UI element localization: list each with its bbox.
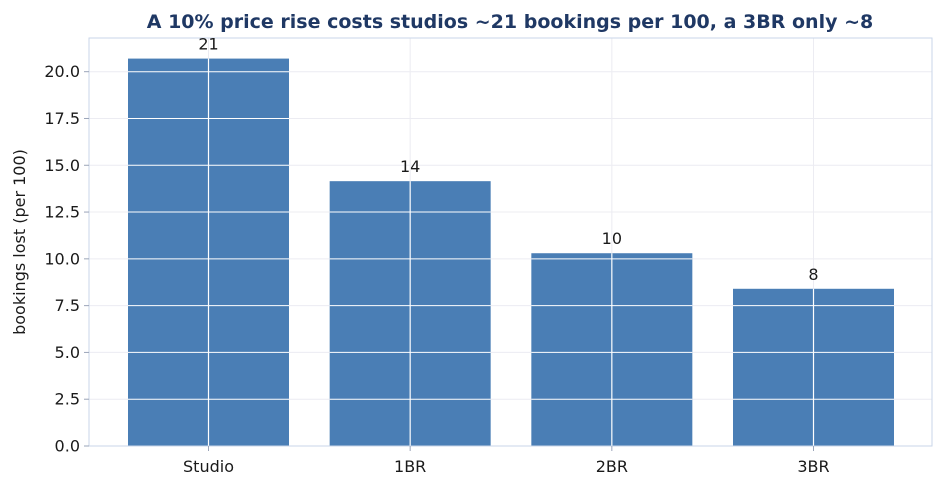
y-tick-label: 7.5 <box>55 296 80 315</box>
data-label: 21 <box>198 35 218 54</box>
bars <box>128 58 894 446</box>
y-tick-label: 20.0 <box>44 62 80 81</box>
y-tick-label: 2.5 <box>55 390 80 409</box>
x-tick-label: 3BR <box>797 457 829 476</box>
y-axis-label: bookings lost (per 100) <box>10 149 29 335</box>
data-label: 14 <box>400 157 420 176</box>
y-tick-label: 5.0 <box>55 343 80 362</box>
data-label: 8 <box>808 265 818 284</box>
x-axis-ticks: Studio 1BR 2BR 3BR <box>183 446 830 476</box>
y-tick-label: 15.0 <box>44 156 80 175</box>
chart-title: A 10% price rise costs studios ~21 booki… <box>147 11 873 33</box>
x-tick-label: Studio <box>183 457 234 476</box>
y-tick-label: 10.0 <box>44 249 80 268</box>
plot-frame <box>88 37 933 447</box>
y-tick-label: 17.5 <box>44 109 80 128</box>
bar-overlay-grid <box>128 58 894 446</box>
y-tick-label: 12.5 <box>44 203 80 222</box>
x-tick-label: 1BR <box>394 457 426 476</box>
x-tick-label: 2BR <box>596 457 628 476</box>
y-axis-ticks: 0.0 2.5 5.0 7.5 10.0 12.5 15.0 17.5 20.0 <box>44 62 89 456</box>
data-labels: 21 14 10 8 <box>198 35 818 284</box>
y-tick-label: 0.0 <box>55 437 80 456</box>
data-label: 10 <box>602 229 622 248</box>
